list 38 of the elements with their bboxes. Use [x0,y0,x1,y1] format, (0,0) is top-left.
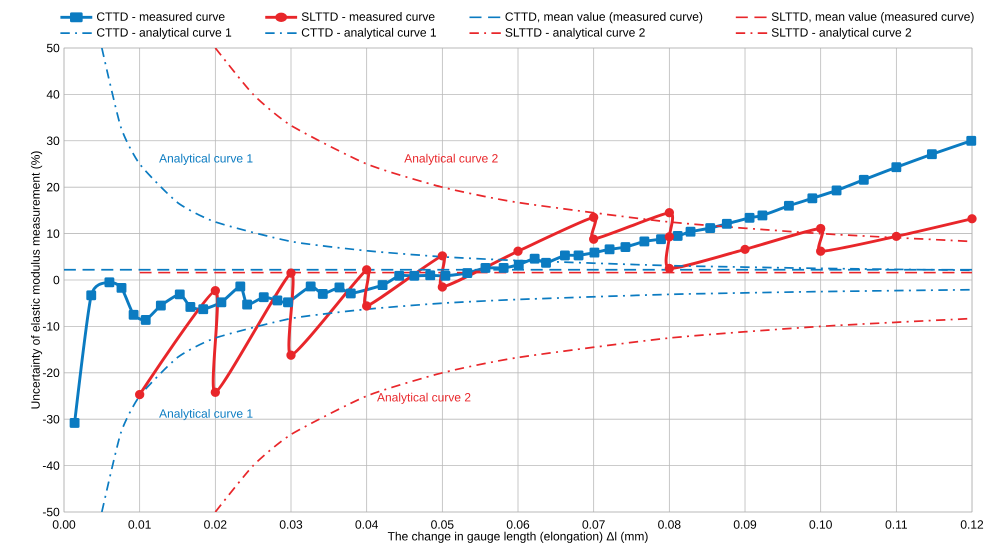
annotation: Analytical curve 2 [377,392,470,404]
x-tick-label: 0.03 [280,520,302,529]
annotation: Analytical curve 1 [159,408,253,420]
y-tick-label: 50 [46,44,60,52]
annotation: Analytical curve 2 [404,154,498,165]
x-tick-label: 0.06 [506,520,530,529]
y-tick-label: -30 [42,414,60,424]
x-tick-label: 0.10 [809,520,832,529]
x-tick-label: 0.11 [886,520,907,529]
y-tick-label: 30 [46,136,60,146]
x-tick-label: 0.02 [204,520,226,529]
x-tick-label: 0.07 [582,520,605,529]
y-axis-title: Uncertainty of elastic modulus measurement (%) [30,151,42,408]
x-tick-label: 0.05 [431,520,454,529]
x-tick-label: 0.08 [658,520,680,529]
y-tick-label: 20 [46,182,60,192]
legend-label: SLTTD - measured curve [302,12,435,21]
legend-label: CTTD, mean value (measured curve) [505,12,702,24]
legend-label: CTTD - analytical curve 1 [97,28,232,40]
legend-label: SLTTD - analytical curve 2 [505,28,645,40]
x-tick-label: 0.00 [52,520,76,529]
y-tick-label: 40 [46,90,60,99]
y-tick-label: -20 [42,368,60,378]
x-tick-label: 0.12 [960,520,984,529]
x-tick-label: 0.01 [128,520,151,529]
x-tick-label: 0.09 [734,520,756,529]
annotation: Analytical curve 1 [159,154,253,165]
legend-label: CTTD - analytical curve 1 [302,28,436,40]
x-tick-label: 0.04 [355,520,378,529]
y-tick-label: -10 [42,322,60,331]
y-tick-label: 10 [47,229,60,238]
legend-label: CTTD - measured curve [97,12,225,21]
y-tick-label: 0 [54,276,60,284]
x-axis-title: The change in gauge length (elongation) Δl (mm) [388,532,648,543]
y-tick-label: -50 [42,508,60,516]
legend-label: SLTTD, mean value (measured curve) [772,12,974,24]
legend-label: SLTTD - analytical curve 2 [772,28,912,40]
y-tick-label: -40 [42,461,60,470]
